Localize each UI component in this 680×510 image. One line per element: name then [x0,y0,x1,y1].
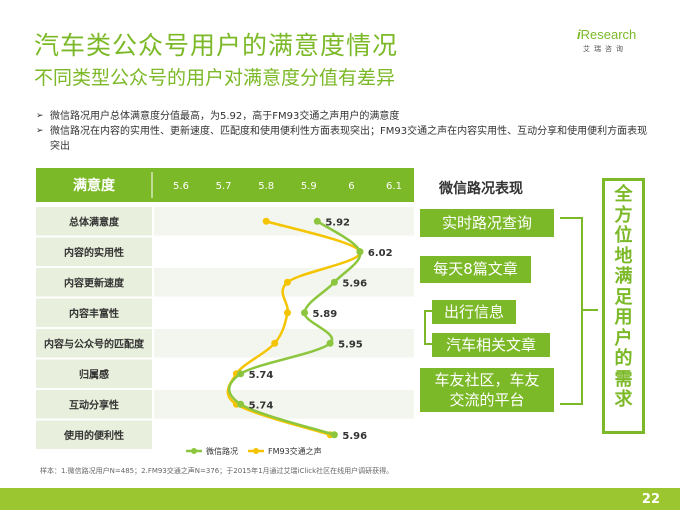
logo-name: Research [580,27,637,42]
bullet-item: ➢ 微信路况在内容的实用性、更新速度、匹配度和使用便利性方面表现突出；FM93交通… [36,124,651,154]
x-tick-label: 6 [348,181,354,192]
summary-char: 地 [614,245,633,267]
bullet-text: 微信路况用户总体满意度分值最高，为5.92，高于FM93交通之声用户的满意度 [50,111,400,122]
x-tick-label: 5.6 [173,181,189,192]
plot-row-band [154,237,414,266]
summary-char: 位 [614,225,633,246]
x-tick-label: 5.7 [216,181,232,192]
page-number: 22 [641,492,660,507]
summary-box: 全方位地满足用户的需求 [602,178,645,434]
plot-row-band [154,420,414,449]
bullet-item: ➢ 微信路况用户总体满意度分值最高，为5.92，高于FM93交通之声用户的满意度 [36,109,651,124]
data-point-weixin [237,400,245,408]
legend-marker-fm93 [253,448,259,454]
plot-row-band [154,329,414,358]
category-band [36,329,152,358]
data-label: 5.89 [313,309,338,320]
category-band [36,298,152,327]
category-label: 内容丰富性 [69,307,119,320]
category-band [36,268,152,297]
data-point-fm93 [262,217,270,225]
summary-text: 全方位地满足用户的需求 [605,184,642,411]
data-point-fm93 [271,339,279,347]
feature-box-traffic: 实时路况查询 [420,209,554,237]
logo-subtitle: 艾瑞咨询 [583,45,627,53]
x-tick-label: 6.1 [386,181,402,192]
category-label: 互动分享性 [69,398,119,411]
summary-char: 全 [614,184,633,205]
summary-char: 用 [614,307,633,328]
data-label: 5.95 [338,339,363,350]
plot-row-band [154,207,414,236]
summary-char: 户 [614,327,633,349]
summary-char: 满 [614,266,633,287]
category-label: 使用的便利性 [63,429,124,442]
plot-row-band [154,359,414,388]
x-tick-label: 5.8 [258,181,274,192]
legend-label-fm93: FM93交通之声 [268,446,322,456]
category-band [36,359,152,388]
data-point-weixin [313,217,321,225]
legend-marker-weixin [191,448,197,454]
category-label: 总体满意度 [69,215,120,228]
data-label: 5.74 [249,400,274,411]
data-label: 5.96 [342,431,367,442]
chart-header-label: 满意度 [73,177,116,194]
footnote: 样本：1.微信路况用户N=485；2.FM93交通之声N=376；于2015年1… [40,467,394,475]
data-label: 5.96 [342,278,367,289]
bullet-arrow-icon: ➢ [36,126,44,136]
iresearch-logo: iResearch 艾瑞咨询 [577,27,657,61]
data-label: 5.74 [249,370,274,381]
category-band [36,420,152,449]
logo-i: i [577,27,581,42]
data-point-weixin [326,339,334,347]
right-panel-title: 微信路况表现 [439,181,523,197]
data-label: 6.02 [368,248,393,259]
data-point-weixin [237,370,245,378]
community-line-1: 车友社区，车友 [434,371,540,389]
summary-char: 的 [614,348,633,369]
category-label: 内容的实用性 [64,246,124,259]
footer-bar: 22 [0,488,680,510]
legend-label-weixin: 微信路况 [206,446,238,456]
category-label: 内容与公众号的匹配度 [44,337,145,350]
page-subtitle: 不同类型公众号的用户对满意度分值有差异 [34,67,396,89]
category-band [36,390,152,419]
data-point-weixin [330,431,338,439]
category-band [36,237,152,266]
data-point-fm93 [284,309,291,317]
category-band [36,207,152,236]
feature-box-car-articles: 汽车相关文章 [432,333,550,357]
feature-box-travel: 出行信息 [432,300,516,324]
feature-box-articles: 每天8篇文章 [420,256,531,283]
big-bracket [560,217,583,405]
data-point-weixin [301,309,309,317]
category-label: 内容更新速度 [64,276,125,289]
data-label: 5.92 [325,217,350,228]
x-tick-label: 5.9 [301,181,317,192]
data-point-weixin [330,278,338,286]
community-line-2: 交流的平台 [449,391,525,409]
category-label: 归属感 [79,368,109,381]
feature-box-community: 车友社区，车友 交流的平台 [420,368,554,412]
plot-row-band [154,390,414,419]
bullet-arrow-icon: ➢ [36,111,44,121]
summary-char: 需 [614,368,633,390]
data-point-weixin [356,248,364,256]
bullet-list: ➢ 微信路况用户总体满意度分值最高，为5.92，高于FM93交通之声用户的满意度 … [36,109,651,154]
small-bracket [424,310,432,345]
chart-header-bar [36,168,414,202]
data-point-fm93 [284,278,291,286]
page-title: 汽车类公众号用户的满意度情况 [34,31,399,60]
bullet-text: 微信路况在内容的实用性、更新速度、匹配度和使用便利性方面表现突出；FM93交通之… [50,126,648,152]
summary-char: 足 [614,286,633,308]
summary-char: 方 [614,204,633,226]
summary-char: 求 [614,389,633,410]
